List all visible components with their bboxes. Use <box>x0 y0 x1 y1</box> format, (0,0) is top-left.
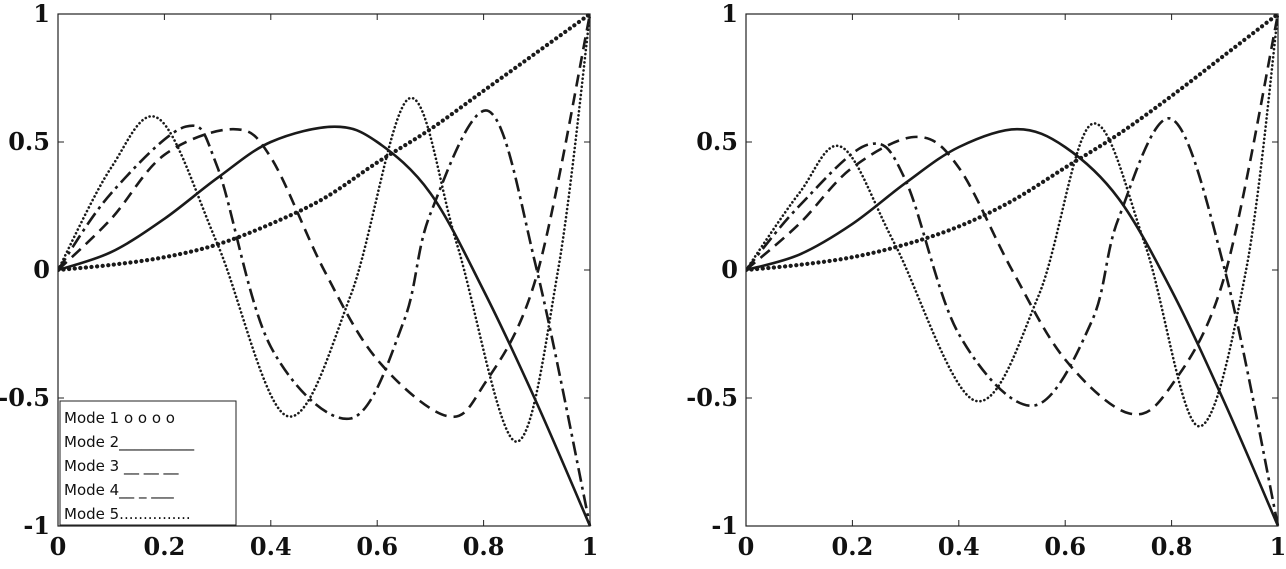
x-tick-label: 0.8 <box>463 532 505 561</box>
series-group <box>58 11 593 527</box>
series-line-mode-5 <box>746 12 1280 428</box>
y-tick-label: -1 <box>711 511 738 540</box>
y-tick-label: -0.5 <box>686 383 738 412</box>
x-tick-label: 0.6 <box>356 532 398 561</box>
series-group <box>746 11 1281 527</box>
legend-box <box>59 400 237 526</box>
x-tick-label: 0 <box>50 532 67 561</box>
x-tick-label: 0.2 <box>832 532 874 561</box>
x-tick-label: 1 <box>582 532 599 561</box>
x-tick-label: 1 <box>1270 532 1286 561</box>
right-plot-panel: 0 0.2 0.4 0.6 0.8 1 -1 -0.5 0 0.5 1 <box>686 0 1286 561</box>
y-tick-label: 0 <box>721 255 738 284</box>
y-tick-label: -1 <box>23 511 50 540</box>
x-tick-label: 0.4 <box>938 532 980 561</box>
x-tick-label: 0 <box>738 532 755 561</box>
legend-entry: Mode 2__________ <box>64 433 195 452</box>
x-tick-label: 0.2 <box>144 532 186 561</box>
legend-entry: Mode 5............... <box>64 505 191 523</box>
legend: Mode 1 o o o o Mode 2__________ Mode 3 __ … <box>59 400 237 526</box>
y-tick-label: 1 <box>33 0 50 28</box>
y-tick-label: 0 <box>33 255 50 284</box>
legend-entry: Mode 1 o o o o <box>64 409 175 427</box>
series-line-mode-3 <box>58 13 592 419</box>
series-line-mode-2 <box>746 127 1280 527</box>
y-tick-label: 1 <box>721 0 738 28</box>
y-tick-label: 0.5 <box>8 127 50 156</box>
series-line-mode-3 <box>746 13 1280 416</box>
series-line-mode-4 <box>58 109 592 527</box>
series-line-mode-2 <box>58 125 592 527</box>
series-line-mode-4 <box>746 117 1280 527</box>
x-tick-label: 0.4 <box>250 532 292 561</box>
series-line-mode-1 <box>58 11 593 273</box>
series-line-mode-1 <box>746 11 1281 273</box>
x-tick-label: 0.8 <box>1151 532 1193 561</box>
x-tick-label: 0.6 <box>1044 532 1086 561</box>
y-tick-label: -0.5 <box>0 383 50 412</box>
series-line-mode-5 <box>58 12 592 443</box>
y-tick-label: 0.5 <box>696 127 738 156</box>
legend-entry: Mode 4__ _ ___ <box>64 481 174 500</box>
legend-entry: Mode 3 __ __ __ <box>64 457 179 476</box>
